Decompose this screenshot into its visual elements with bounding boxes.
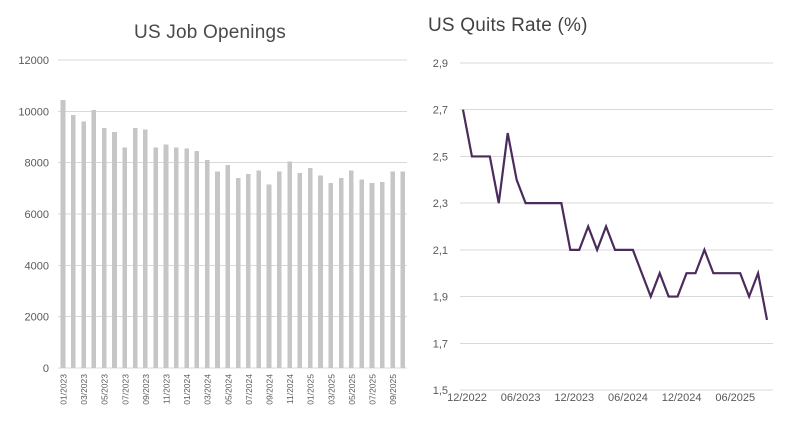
- y-tick-label: 10000: [18, 106, 49, 118]
- y-tick-label: 1,9: [433, 292, 448, 304]
- bar: [163, 144, 169, 368]
- x-tick-label: 07/2023: [120, 374, 130, 405]
- bar: [390, 171, 395, 368]
- x-tick-label: 01/2024: [182, 374, 192, 405]
- quits-rate-title: US Quits Rate (%): [428, 15, 588, 36]
- bar: [184, 148, 189, 368]
- y-tick-label: 2,3: [433, 198, 448, 210]
- x-tick-label: 06/2024: [608, 392, 648, 404]
- bar: [297, 172, 303, 368]
- y-tick-label: 1,5: [433, 385, 448, 397]
- job-openings-chart: US Job Openings 12000 10000 8000 6000 4000 20…: [18, 22, 407, 405]
- quits-rate-plot: 2,9 2,7 2,5 2,3 2,1 1,9 1,7 1,512/2022 06/2023 12…: [433, 58, 773, 404]
- bar: [318, 175, 323, 368]
- bar: [60, 99, 66, 368]
- bar: [266, 184, 272, 368]
- bar: [122, 147, 128, 368]
- x-tick-label: 12/2023: [554, 392, 594, 404]
- y-tick-label: 2,1: [433, 245, 448, 257]
- bar: [153, 147, 158, 368]
- quits-rate-line: [461, 109, 769, 321]
- x-tick-label: 05/2025: [347, 374, 357, 405]
- y-tick-label: 6000: [25, 209, 49, 221]
- x-tick-label: 01/2023: [59, 374, 69, 405]
- x-tick-label: 05/2023: [100, 374, 110, 405]
- bar: [194, 151, 200, 368]
- bar: [277, 171, 282, 368]
- bar: [91, 110, 97, 369]
- bar: [143, 129, 148, 368]
- y-tick-label: 1,7: [433, 338, 448, 350]
- y-tick-label: 2,5: [433, 151, 448, 163]
- x-tick-label: 01/2025: [306, 374, 316, 405]
- bar: [132, 128, 138, 368]
- x-tick-label: 06/2023: [501, 392, 541, 404]
- bar: [359, 179, 364, 368]
- bar: [204, 160, 210, 368]
- bar: [287, 161, 292, 368]
- bar: [246, 174, 251, 368]
- x-tick-label: 05/2024: [223, 374, 233, 405]
- y-tick-label: 2,7: [433, 105, 448, 117]
- bar: [225, 165, 231, 368]
- bar: [71, 115, 76, 369]
- x-tick-label: 12/2024: [662, 392, 702, 404]
- x-tick-label: 11/2023: [162, 374, 172, 404]
- y-tick-label: 8000: [25, 158, 49, 170]
- bar: [338, 178, 344, 368]
- x-tick-label: 09/2025: [388, 374, 398, 405]
- bar: [101, 128, 107, 368]
- x-tick-label: 09/2024: [265, 374, 275, 405]
- quits-rate-chart: US Quits Rate (%) 2,9 2,7 2,5 2,3 2,1 1,9 1,7 1…: [420, 0, 809, 446]
- bar: [235, 178, 241, 368]
- y-tick-label: 0: [43, 363, 49, 375]
- bar: [112, 131, 117, 368]
- bar: [174, 147, 179, 368]
- x-tick-label: 11/2024: [285, 374, 295, 404]
- y-tick-label: 2,9: [433, 58, 448, 70]
- x-tick-label: 07/2025: [368, 374, 378, 405]
- bar: [369, 183, 375, 368]
- job-openings-plot: 12000 10000 8000 6000 4000 2000 0 01/2023 03/202…: [18, 55, 407, 405]
- x-tick-label: 09/2023: [141, 374, 151, 405]
- x-tick-label: 12/2022: [447, 392, 487, 404]
- x-tick-label: 03/2023: [79, 374, 89, 405]
- bar: [349, 170, 354, 368]
- bar: [380, 181, 385, 368]
- bar: [81, 121, 86, 368]
- bar: [400, 171, 406, 368]
- y-tick-label: 2000: [25, 312, 49, 324]
- job-openings-title: US Job Openings: [134, 22, 286, 43]
- bar: [256, 170, 261, 368]
- y-tick-label: 4000: [25, 260, 49, 272]
- x-tick-label: 03/2024: [203, 374, 213, 405]
- bar: [215, 171, 220, 368]
- x-tick-label: 06/2025: [715, 392, 755, 404]
- bar: [307, 167, 313, 368]
- y-tick-label: 12000: [18, 55, 49, 67]
- bar: [328, 183, 334, 368]
- x-tick-label: 03/2025: [326, 374, 336, 405]
- x-tick-label: 07/2024: [244, 374, 254, 405]
